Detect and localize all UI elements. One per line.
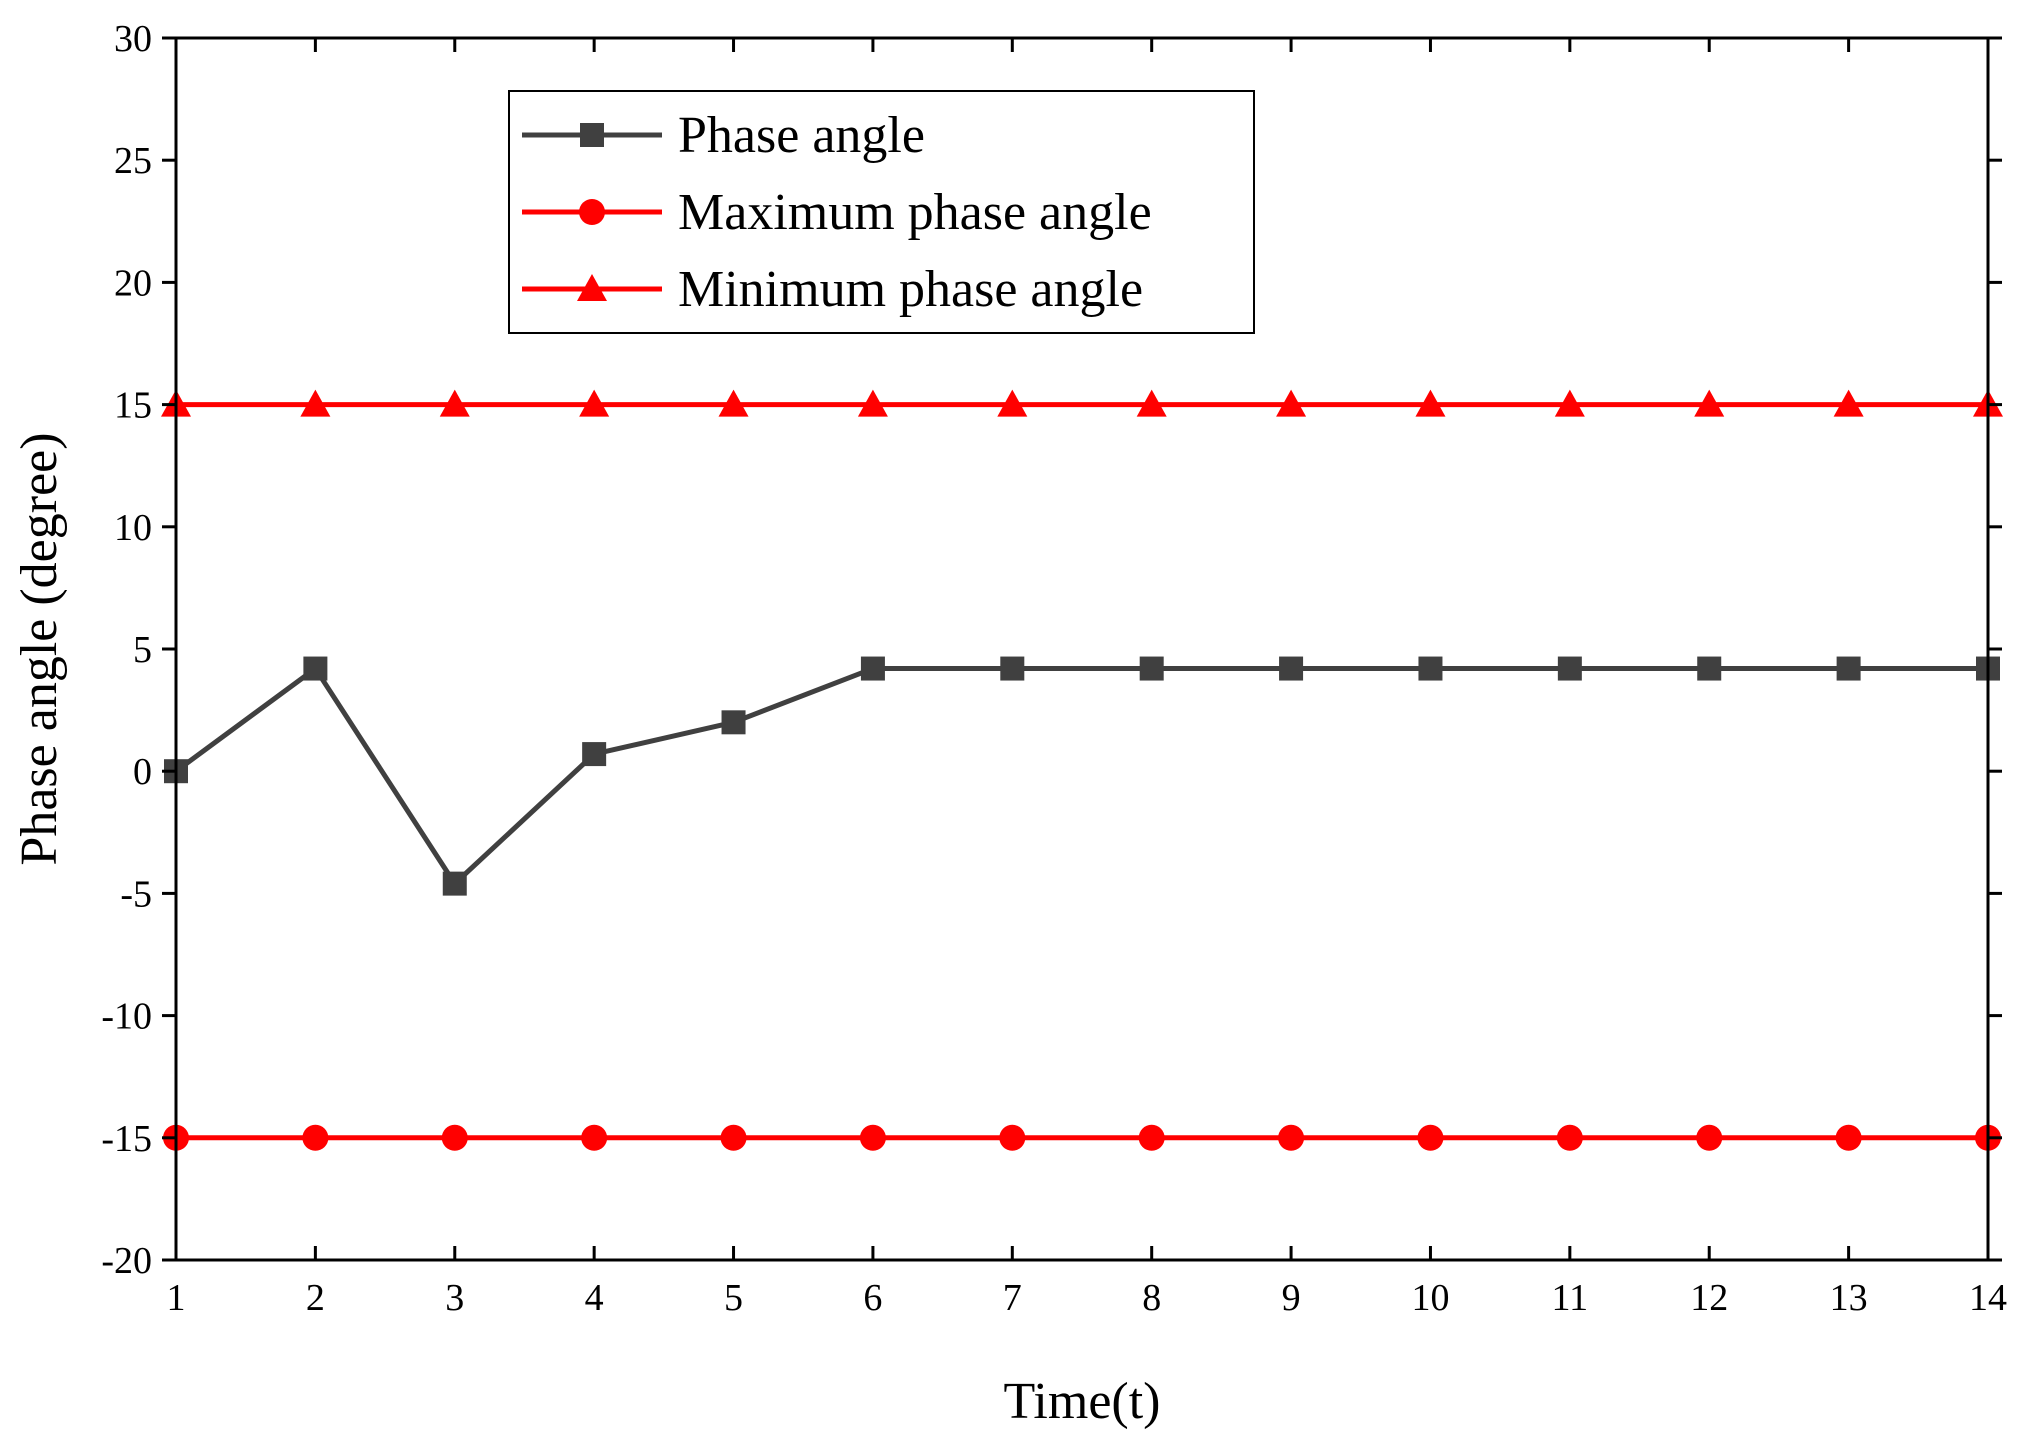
y-tick-label: -5 bbox=[120, 873, 152, 915]
y-tick-label: 0 bbox=[133, 751, 152, 793]
series-phase-angle bbox=[164, 656, 2000, 896]
x-tick-label: 1 bbox=[167, 1277, 186, 1319]
y-tick-label: 10 bbox=[114, 507, 152, 549]
x-tick-label: 2 bbox=[306, 1277, 325, 1319]
data-point bbox=[1139, 656, 1164, 681]
legend-marker bbox=[579, 199, 605, 225]
series-minimum-phase-angle bbox=[161, 389, 2003, 417]
y-tick-label: 30 bbox=[114, 18, 152, 60]
y-tick-label: 20 bbox=[114, 262, 152, 304]
data-point bbox=[1418, 656, 1443, 681]
data-point bbox=[1136, 389, 1167, 417]
series-line bbox=[174, 666, 1988, 887]
data-point bbox=[859, 1124, 886, 1151]
y-tick-label: -20 bbox=[101, 1240, 152, 1282]
legend-label: Minimum phase angle bbox=[678, 261, 1143, 318]
legend-item: Phase angle bbox=[522, 107, 925, 164]
data-point bbox=[303, 656, 328, 681]
data-point bbox=[997, 389, 1028, 417]
data-point bbox=[1836, 656, 1861, 681]
legend-item: Maximum phase angle bbox=[522, 184, 1152, 241]
legend-label: Maximum phase angle bbox=[678, 184, 1152, 241]
y-axis-title: Phase angle (degree) bbox=[11, 432, 68, 865]
ticks-layer: 1 2 3 4 5 6 7 8 9 10 11 12 13 14-20-15-10-50510152025… bbox=[101, 18, 2007, 1319]
x-tick-label: 7 bbox=[1003, 1277, 1022, 1319]
data-point bbox=[1276, 389, 1307, 417]
data-point bbox=[441, 1124, 468, 1151]
x-tick-label: 12 bbox=[1690, 1277, 1728, 1319]
data-point bbox=[860, 656, 885, 681]
data-point bbox=[1556, 1124, 1583, 1151]
legend-items: Phase angle Maximum phase angle Minimum ph… bbox=[522, 107, 1152, 318]
data-point bbox=[721, 710, 746, 735]
data-point bbox=[1000, 656, 1025, 681]
data-point bbox=[1557, 656, 1582, 681]
data-point bbox=[999, 1124, 1026, 1151]
data-point bbox=[302, 1124, 329, 1151]
data-point bbox=[1138, 1124, 1165, 1151]
data-point bbox=[439, 389, 470, 417]
x-tick-label: 13 bbox=[1830, 1277, 1868, 1319]
data-point bbox=[1694, 389, 1725, 417]
y-tick-label: -15 bbox=[101, 1118, 152, 1160]
data-point bbox=[1279, 656, 1304, 681]
data-point bbox=[581, 1124, 608, 1151]
data-point bbox=[1833, 389, 1864, 417]
data-point bbox=[857, 389, 888, 417]
legend-marker bbox=[577, 274, 607, 301]
data-point bbox=[1278, 1124, 1305, 1151]
x-tick-label: 3 bbox=[445, 1277, 464, 1319]
legend-label: Phase angle bbox=[678, 107, 925, 164]
y-tick-label: 25 bbox=[114, 140, 152, 182]
data-point bbox=[1417, 1124, 1444, 1151]
legend: Phase angle Maximum phase angle Minimum ph… bbox=[508, 90, 1255, 334]
data-point bbox=[720, 1124, 747, 1151]
y-tick-label: 5 bbox=[133, 629, 152, 671]
data-point bbox=[1697, 656, 1722, 681]
x-tick-label: 9 bbox=[1282, 1277, 1301, 1319]
data-point bbox=[579, 389, 610, 417]
data-point bbox=[300, 389, 331, 417]
x-tick-label: 11 bbox=[1552, 1277, 1589, 1319]
x-tick-label: 4 bbox=[585, 1277, 604, 1319]
legend-marker bbox=[580, 123, 604, 147]
data-point bbox=[1554, 389, 1585, 417]
legend-item: Minimum phase angle bbox=[522, 261, 1143, 318]
data-point bbox=[718, 389, 749, 417]
x-tick-label: 5 bbox=[724, 1277, 743, 1319]
x-tick-label: 8 bbox=[1142, 1277, 1161, 1319]
data-point bbox=[442, 871, 467, 896]
x-tick-label: 14 bbox=[1969, 1277, 2007, 1319]
x-tick-label: 10 bbox=[1411, 1277, 1449, 1319]
marks-layer bbox=[161, 389, 2003, 1151]
data-point bbox=[1835, 1124, 1862, 1151]
x-axis-title: Time(t) bbox=[1004, 1373, 1161, 1430]
x-tick-label: 6 bbox=[863, 1277, 882, 1319]
data-point bbox=[1415, 389, 1446, 417]
series-maximum-phase-angle bbox=[163, 1124, 2001, 1151]
y-tick-label: -10 bbox=[101, 996, 152, 1038]
data-point bbox=[1696, 1124, 1723, 1151]
y-tick-label: 15 bbox=[114, 385, 152, 427]
data-point bbox=[582, 742, 607, 767]
